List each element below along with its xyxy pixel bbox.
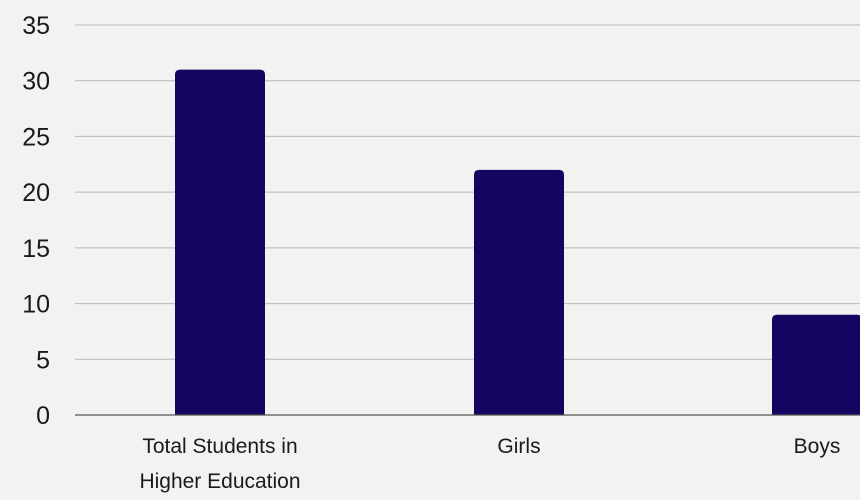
y-tick-label: 30 [22,68,50,96]
x-category-label: Boys [794,435,841,458]
bar [772,314,860,415]
x-category-label: Total Students in Higher Education [139,435,300,493]
x-category-label-line: Boys [794,435,841,458]
y-axis-tick-labels: 0 5 10 15 20 25 30 35 [22,12,50,430]
y-tick-label: 35 [22,12,50,40]
x-category-label-line: Total Students in [142,435,297,458]
x-category-label-line: Higher Education [139,470,300,493]
y-tick-label: 15 [22,235,50,263]
y-tick-label: 20 [22,179,50,207]
x-axis-category-labels: Total Students in Higher Education Girls Bo… [139,435,840,493]
bar [175,69,265,416]
x-category-label-line: Girls [497,435,540,458]
y-tick-label: 5 [36,346,50,374]
y-tick-label: 25 [22,123,50,151]
bar [474,169,564,415]
y-tick-label: 0 [36,402,50,430]
bars [175,69,860,416]
y-tick-label: 10 [22,291,50,319]
x-category-label: Girls [497,435,540,458]
